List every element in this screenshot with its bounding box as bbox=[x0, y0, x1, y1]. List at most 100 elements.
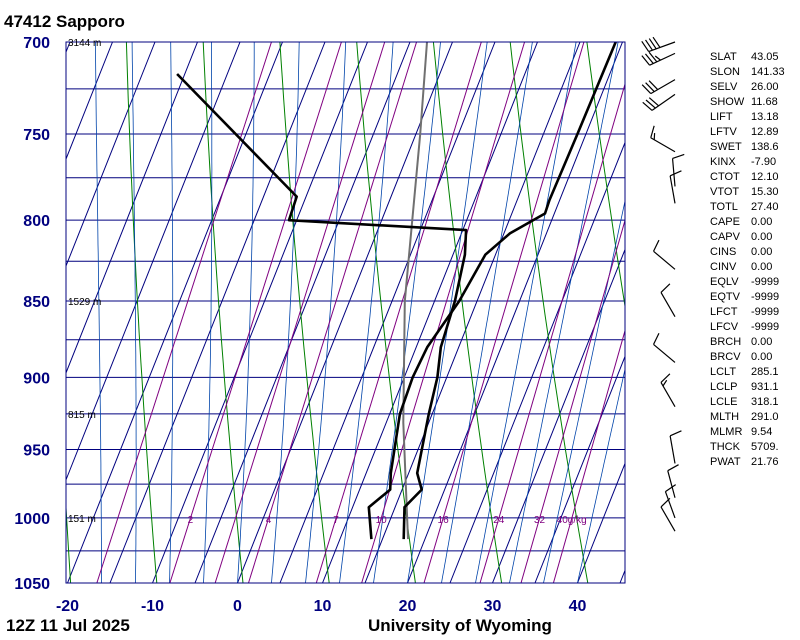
index-name: LFCV bbox=[710, 321, 739, 333]
isotherm-line bbox=[66, 42, 241, 482]
index-name: CAPE bbox=[710, 216, 740, 228]
index-value: 138.6 bbox=[751, 141, 779, 153]
index-value: 0.00 bbox=[751, 246, 773, 258]
index-name: CAPV bbox=[710, 231, 740, 243]
index-name: CINS bbox=[710, 246, 737, 258]
index-value: 0.00 bbox=[751, 336, 773, 348]
index-name: CTOT bbox=[710, 171, 740, 183]
moist-adiabat bbox=[305, 42, 347, 583]
index-name: EQTV bbox=[710, 291, 740, 303]
pressure-tick-label: 1050 bbox=[14, 576, 50, 593]
wind-barb bbox=[641, 51, 676, 66]
dewpoint-trace bbox=[176, 73, 468, 540]
pressure-tick-label: 900 bbox=[23, 370, 50, 387]
index-name: SLON bbox=[710, 66, 740, 78]
data-source: University of Wyoming bbox=[368, 616, 552, 635]
temperature-tick-label: 30 bbox=[484, 598, 502, 615]
index-value: 12.10 bbox=[751, 171, 779, 183]
index-value: 9.54 bbox=[751, 426, 773, 438]
temperature-tick-label: -10 bbox=[141, 598, 164, 615]
moist-adiabat bbox=[441, 42, 533, 583]
pressure-tick-label: 1000 bbox=[14, 511, 50, 528]
wind-barb bbox=[653, 333, 676, 363]
moist-adiabat bbox=[203, 42, 213, 583]
index-value: 291.0 bbox=[751, 411, 779, 423]
isotherm-line bbox=[577, 462, 625, 583]
index-name: SELV bbox=[710, 81, 738, 93]
isotherm-line bbox=[194, 42, 411, 583]
index-name: THCK bbox=[710, 441, 740, 453]
station-title: 47412 Sapporo bbox=[4, 12, 125, 31]
temperature-tick-label: 40 bbox=[569, 598, 587, 615]
index-value: -9999 bbox=[751, 276, 780, 288]
wind-barb bbox=[664, 484, 677, 519]
pressure-tick-label: 800 bbox=[23, 213, 50, 230]
height-label: 151 m bbox=[68, 514, 96, 525]
mixing-ratio-line bbox=[169, 42, 342, 583]
temperature-tick-label: 0 bbox=[233, 598, 242, 615]
isotherm-line bbox=[109, 42, 326, 583]
index-name: LFCT bbox=[710, 306, 738, 318]
wind-barb bbox=[653, 239, 676, 270]
temperature-trace bbox=[367, 42, 617, 540]
isotherm-line bbox=[66, 42, 156, 268]
mixing-ratio-line bbox=[423, 42, 585, 583]
index-value: -7.90 bbox=[751, 156, 777, 168]
index-value: -9999 bbox=[751, 306, 780, 318]
index-name: CINV bbox=[710, 261, 737, 273]
index-name: EQLV bbox=[710, 276, 739, 288]
mixing-ratio-label: 4 bbox=[266, 515, 272, 526]
index-value: 0.00 bbox=[751, 231, 773, 243]
mixing-ratio-label: 40g/kg bbox=[557, 515, 587, 526]
index-value: -9999 bbox=[751, 321, 780, 333]
mixing-ratio-label: 10 bbox=[376, 515, 388, 526]
mixing-ratio-label: 2 bbox=[188, 515, 194, 526]
pressure-tick-label: 950 bbox=[23, 442, 50, 459]
moist-adiabat bbox=[407, 42, 488, 583]
plot-area: 2 4 7 10 16 24 32 40g/kg bbox=[0, 42, 625, 583]
mixing-ratio-label: 16 bbox=[438, 515, 450, 526]
index-name: SWET bbox=[710, 141, 742, 153]
wind-barb bbox=[660, 283, 676, 317]
pressure-tick-label: 700 bbox=[23, 35, 50, 52]
mixing-ratio-line bbox=[520, 218, 625, 583]
index-value: 285.1 bbox=[751, 366, 779, 378]
index-value: 15.30 bbox=[751, 186, 779, 198]
isotherm-line bbox=[279, 42, 496, 583]
dry-adiabat bbox=[586, 42, 625, 310]
index-value: 43.05 bbox=[751, 51, 779, 63]
parcel-path bbox=[402, 42, 428, 540]
index-value: 0.00 bbox=[751, 216, 773, 228]
moist-adiabat bbox=[95, 42, 102, 583]
wind-barb bbox=[660, 373, 676, 407]
isotherm-line bbox=[0, 42, 28, 583]
index-name: LFTV bbox=[710, 126, 737, 138]
moist-adiabat bbox=[577, 367, 625, 583]
index-value: -9999 bbox=[751, 291, 780, 303]
index-name: SHOW bbox=[710, 96, 745, 108]
plot-border bbox=[65, 41, 626, 584]
index-name: PWAT bbox=[710, 456, 741, 468]
index-value: 141.33 bbox=[751, 66, 785, 78]
index-name: KINX bbox=[710, 156, 736, 168]
index-value: 931.1 bbox=[751, 381, 779, 393]
mixing-ratio-line bbox=[479, 82, 625, 583]
height-label: 3144 m bbox=[68, 38, 101, 49]
index-name: LIFT bbox=[710, 111, 733, 123]
isotherm-line bbox=[152, 42, 368, 583]
wind-barb bbox=[642, 93, 676, 111]
mixing-ratio-line bbox=[315, 42, 482, 583]
mixing-ratio-line bbox=[248, 42, 418, 583]
index-name: VTOT bbox=[710, 186, 740, 198]
isotherm-line bbox=[67, 42, 283, 583]
isotherm-line bbox=[237, 42, 453, 583]
index-name: BRCV bbox=[710, 351, 741, 363]
wind-barb bbox=[660, 497, 676, 532]
wind-barb bbox=[667, 464, 679, 498]
isotherm-line bbox=[534, 355, 625, 583]
isotherm-line bbox=[364, 42, 581, 583]
index-name: BRCH bbox=[710, 336, 742, 348]
dry-adiabat bbox=[202, 42, 244, 583]
mixing-ratio-line bbox=[214, 42, 386, 583]
